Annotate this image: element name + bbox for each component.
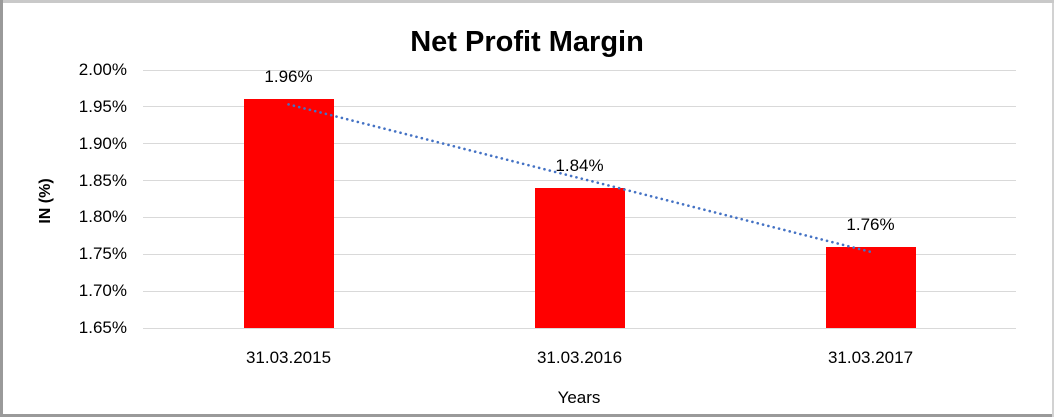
- y-axis-tick-label: 1.70%: [78, 281, 127, 301]
- x-axis-tick-label: 31.03.2015: [245, 348, 332, 367]
- y-axis-tick-label: 1.95%: [78, 96, 127, 116]
- bar: [825, 246, 916, 328]
- x-axis-tick-label: 31.03.2017: [827, 348, 914, 367]
- y-axis-tick-label: 2.00%: [78, 60, 127, 79]
- y-axis-tick-label: 1.90%: [78, 133, 127, 153]
- y-axis-tick-label: 1.80%: [78, 207, 127, 227]
- x-axis-tick-label: 31.03.2016: [536, 348, 623, 367]
- gridline: [143, 327, 1016, 329]
- x-axis-title: Years: [557, 388, 601, 407]
- y-axis-tick-label: 1.75%: [78, 244, 127, 264]
- gridline: [143, 69, 1016, 71]
- y-axis-tick-label: 1.65%: [78, 318, 127, 337]
- data-label: 1.76%: [846, 214, 895, 234]
- chart-title: Net Profit Margin: [410, 26, 644, 58]
- y-axis-tick-label: 1.85%: [78, 170, 127, 190]
- data-label: 1.84%: [555, 155, 604, 175]
- bar: [243, 99, 334, 328]
- data-label: 1.96%: [264, 67, 313, 87]
- bar: [534, 187, 625, 328]
